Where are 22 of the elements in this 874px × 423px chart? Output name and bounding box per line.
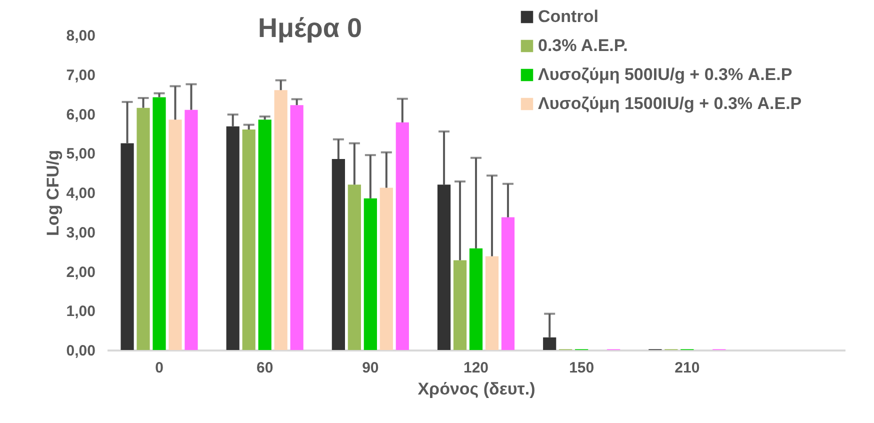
y-tick-label: 2,00 [66, 264, 96, 281]
x-tick-label: 150 [569, 360, 594, 376]
x-tick-label: 210 [674, 360, 700, 376]
y-tick-label: 4,00 [66, 185, 96, 202]
x-tick-label: 120 [463, 360, 489, 376]
y-tick-label: 3,00 [66, 224, 96, 242]
x-tick-label: 60 [256, 360, 274, 376]
y-tick-label: 6,00 [66, 106, 96, 124]
y-axis-title: Log CFU/g [43, 150, 62, 236]
y-tick-label: 8,00 [66, 28, 96, 44]
legend-label: Λυσοζύμη 1500IU/g + 0.3% Α.Ε.Ρ [538, 94, 802, 113]
legend-label: Λυσοζύμη 500IU/g + 0.3% Α.Ε.Ρ [538, 65, 792, 84]
x-tick-label: 0 [155, 360, 164, 376]
y-tick-label: 1,00 [66, 303, 96, 320]
chart-title: Ημέρα 0 [258, 13, 362, 43]
y-tick-label: 5,00 [66, 146, 96, 163]
legend-label: 0.3% Α.Ε.Ρ. [538, 36, 628, 55]
y-tick-label: 0,00 [66, 342, 96, 360]
y-tick-label: 7,00 [66, 66, 96, 84]
x-tick-label: 90 [362, 360, 379, 376]
x-axis-title: Χρόνος (δευτ.) [418, 380, 536, 398]
legend-label: Control [538, 7, 598, 26]
